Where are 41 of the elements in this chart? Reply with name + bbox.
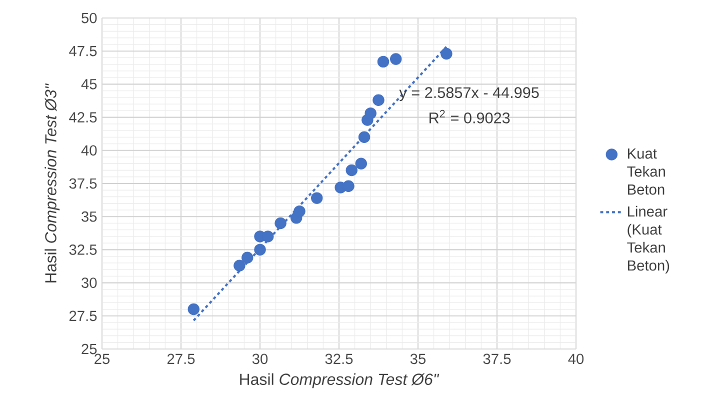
annotation: y = 2.5857x - 44.995 <box>399 87 539 102</box>
point <box>342 180 354 192</box>
y-tick-label: 42.5 <box>69 112 97 122</box>
legend-label: Linear (Kuat Tekan Beton) <box>627 206 670 274</box>
y-tick-label: 35 <box>82 211 97 222</box>
x-tick-label: 30 <box>252 354 268 364</box>
point <box>372 94 384 106</box>
y-tick-label: 25 <box>82 344 97 354</box>
point <box>234 260 246 272</box>
y-tick-label: 47.5 <box>69 46 97 56</box>
point <box>274 217 286 230</box>
point <box>440 48 452 60</box>
x-tick-label: 25 <box>94 354 110 364</box>
point <box>364 107 376 120</box>
y-tick-label: 32.5 <box>69 244 97 255</box>
x-tick-label: 40 <box>568 354 584 364</box>
point <box>358 131 370 144</box>
point <box>254 244 266 256</box>
x-axis-title: Hasil Compression Test Ø6" <box>240 373 440 388</box>
point <box>241 252 254 264</box>
legend-label: Kuat Tekan Beton <box>627 148 665 195</box>
point <box>390 53 402 65</box>
point <box>346 164 358 176</box>
annotation: R$^{2}$ = 0.9023 <box>430 110 510 124</box>
y-tick-label: 40 <box>81 145 97 156</box>
y-tick-label: 30 <box>82 278 97 288</box>
y-tick-label: 37.5 <box>69 178 97 189</box>
point <box>377 56 390 68</box>
x-tick-label: 35 <box>410 354 426 364</box>
point <box>262 230 274 242</box>
y-tick-label: 45 <box>81 79 97 90</box>
x-tick-label: 27.5 <box>167 354 195 364</box>
x-tick-label: 37.5 <box>483 354 511 364</box>
point <box>188 303 200 316</box>
point <box>355 158 367 170</box>
point <box>294 205 306 218</box>
point <box>311 192 323 204</box>
y-tick-label: 27.5 <box>69 310 97 322</box>
x-tick-label: 32.5 <box>325 354 353 364</box>
y-axis-title: Hasil Compression Test Ø3" <box>44 83 60 282</box>
y-tick-label: 50 <box>82 12 97 24</box>
